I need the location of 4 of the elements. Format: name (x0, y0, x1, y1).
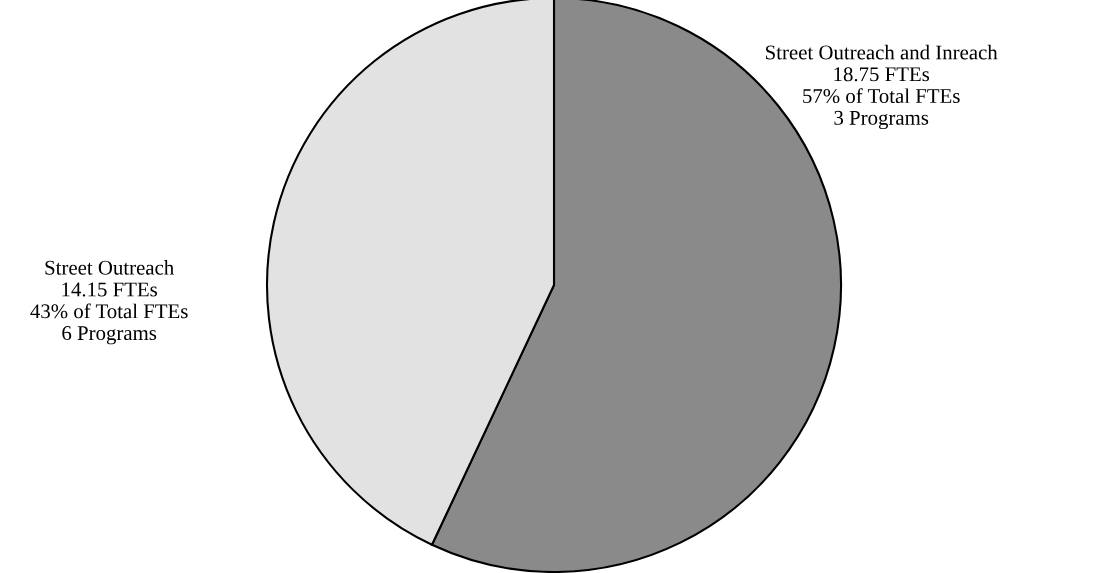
data-label: 18.75 FTEs 57% of Total FTEs 3 Programs (803, 67, 960, 130)
data-label: 14.15 FTEs 43% of Total FTEs 6 Programs (30, 282, 188, 345)
slice-label: Street Outreach and Inreach (766, 44, 998, 60)
slice-label: Street Outreach (45, 260, 174, 275)
